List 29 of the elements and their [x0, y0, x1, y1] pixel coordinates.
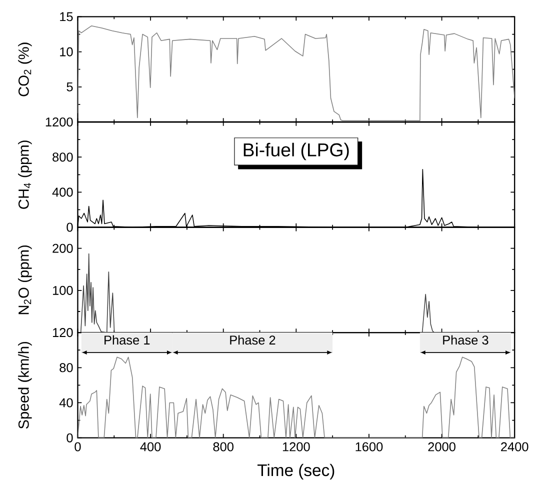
y-axis-title: CH$_{4}$ (ppm): [18, 140, 32, 209]
annotation: Bi-fuel (LPG): [244, 142, 349, 160]
x-tick-label: 2000: [428, 442, 456, 452]
x-tick-label: 2400: [501, 442, 528, 452]
y-axis-title: N$_{2}$O (ppm): [18, 245, 32, 314]
x-tick-label: 0: [74, 442, 81, 452]
y-tick-label: 40: [59, 398, 73, 408]
y-axis-title: Speed (km/h): [18, 342, 32, 429]
y-tick-label: 0: [66, 222, 73, 232]
y-tick-label: 80: [60, 363, 73, 372]
band-label: Phase 1: [104, 335, 150, 345]
band-label: Phase 2: [230, 335, 276, 345]
y-tick-label: 15: [60, 12, 73, 22]
y-tick-label: 400: [52, 188, 73, 197]
y-tick-label: 120: [52, 328, 73, 338]
y-tick-label: 100: [52, 286, 73, 295]
y-tick-label: 1200: [46, 118, 73, 127]
x-tick-label: 400: [140, 442, 161, 452]
y-axis-title: CO$_{2}$ (%): [18, 42, 32, 96]
band-label: Phase 3: [443, 335, 488, 345]
x-tick-label: 1200: [282, 442, 310, 452]
x-tick-label: 800: [213, 442, 234, 452]
y-tick-label: 10: [60, 47, 73, 56]
x-tick-label: 1600: [356, 442, 383, 452]
x-axis-title: Time (sec): [257, 464, 334, 480]
y-tick-label: 5: [66, 82, 73, 92]
y-tick-label: 200: [52, 244, 73, 253]
y-tick-label: 800: [52, 152, 73, 162]
y-tick-label: 0: [66, 433, 73, 442]
